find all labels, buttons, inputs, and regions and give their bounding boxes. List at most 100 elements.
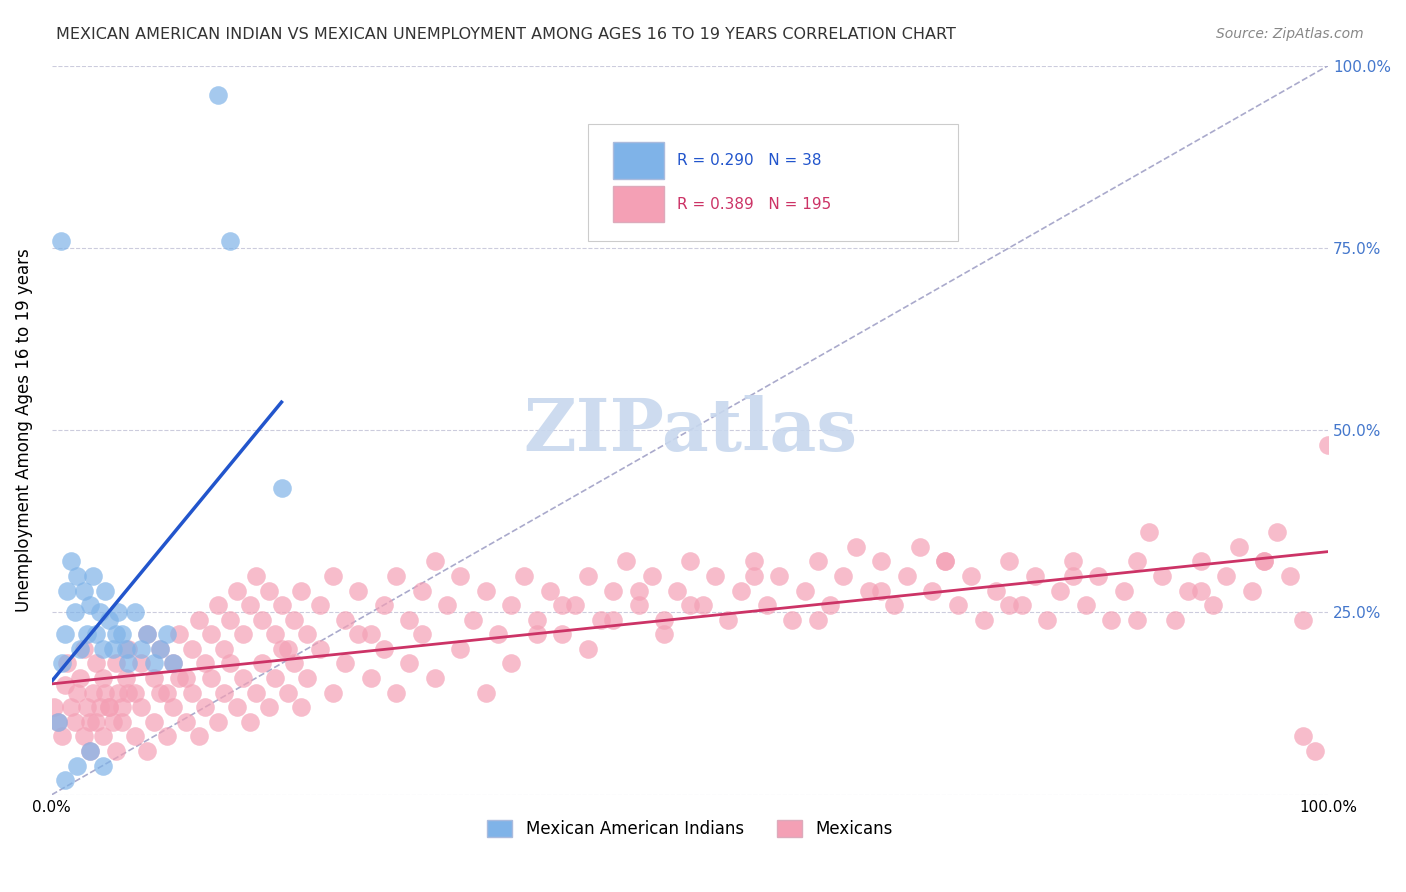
Point (526, 627, 548, 641)
Point (73, 730, 96, 744)
Point (107, 606, 129, 620)
Point (89, 606, 111, 620)
Point (1074, 598, 1097, 612)
Bar (613, 142, 665, 178)
Point (1215, 569, 1237, 583)
Point (56, 583, 79, 598)
Point (212, 685, 235, 699)
Point (1049, 583, 1071, 598)
Point (1125, 554, 1147, 568)
Point (49, 234, 72, 248)
Point (44, 700, 66, 714)
Point (308, 598, 330, 612)
Point (755, 598, 778, 612)
Point (1139, 525, 1161, 540)
Bar (613, 186, 665, 222)
Point (385, 569, 408, 583)
Point (101, 714, 124, 729)
Point (959, 569, 981, 583)
Point (174, 671, 197, 685)
Point (654, 627, 676, 641)
Point (742, 554, 765, 568)
Point (111, 627, 134, 641)
Legend: Mexican American Indians, Mexicans: Mexican American Indians, Mexicans (481, 814, 900, 845)
Point (257, 583, 280, 598)
Point (627, 583, 650, 598)
Point (806, 613, 828, 627)
Point (86, 627, 108, 641)
Point (986, 583, 1008, 598)
Point (98, 613, 121, 627)
Point (973, 613, 995, 627)
Point (290, 700, 312, 714)
Point (614, 554, 637, 568)
Point (679, 554, 702, 568)
Point (69, 641, 91, 656)
Point (136, 627, 159, 641)
Point (136, 744, 159, 758)
Point (156, 730, 179, 744)
Point (858, 583, 880, 598)
Point (934, 554, 956, 568)
Point (270, 641, 292, 656)
Point (640, 569, 662, 583)
Point (373, 598, 395, 612)
Point (194, 657, 217, 671)
Point (245, 685, 267, 699)
Point (1036, 613, 1059, 627)
Point (806, 554, 828, 568)
Point (114, 671, 136, 685)
Point (474, 685, 496, 699)
Point (602, 613, 624, 627)
Point (232, 627, 254, 641)
Point (114, 641, 136, 656)
Point (461, 613, 484, 627)
Point (501, 657, 523, 671)
Point (117, 685, 139, 699)
Point (398, 657, 420, 671)
Point (335, 613, 357, 627)
Point (501, 598, 523, 612)
Point (1227, 540, 1250, 554)
Point (142, 714, 165, 729)
Point (277, 641, 299, 656)
Point (295, 671, 318, 685)
Point (679, 598, 702, 612)
Point (768, 569, 790, 583)
FancyBboxPatch shape (588, 124, 957, 241)
Point (526, 613, 548, 627)
Point (82, 569, 104, 583)
Point (79, 714, 101, 729)
Point (207, 714, 229, 729)
Point (845, 540, 868, 554)
Point (589, 613, 612, 627)
Point (308, 641, 330, 656)
Point (322, 569, 344, 583)
Point (181, 685, 204, 699)
Point (742, 569, 765, 583)
Point (538, 583, 561, 598)
Point (551, 598, 574, 612)
Point (104, 744, 127, 758)
Point (111, 700, 134, 714)
Point (290, 583, 312, 598)
Point (870, 583, 893, 598)
Point (704, 569, 727, 583)
Point (117, 641, 139, 656)
Point (232, 671, 254, 685)
Point (63, 714, 86, 729)
Point (1024, 569, 1046, 583)
Point (666, 583, 689, 598)
Point (174, 714, 197, 729)
Point (59, 554, 82, 568)
Point (998, 554, 1021, 568)
Point (1099, 613, 1122, 627)
Point (627, 598, 650, 612)
Point (149, 641, 172, 656)
Point (373, 641, 395, 656)
Point (207, 87, 229, 102)
Point (194, 700, 217, 714)
Point (576, 641, 599, 656)
Text: R = 0.389   N = 195: R = 0.389 N = 195 (678, 196, 831, 211)
Point (207, 598, 229, 612)
